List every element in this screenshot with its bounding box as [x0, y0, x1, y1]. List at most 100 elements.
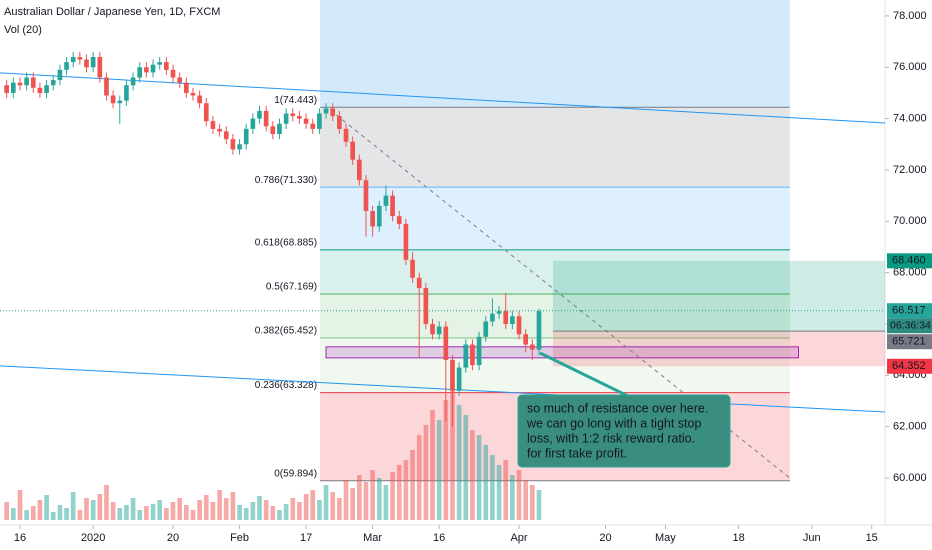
annotation: so much of resistance over here.we can g…: [517, 351, 731, 468]
candle-body: [150, 64, 156, 73]
support-zone: [325, 346, 799, 359]
volume-bar: [170, 502, 176, 520]
volume-bar: [243, 508, 249, 520]
volume-bar: [337, 498, 342, 520]
candle-body: [250, 118, 256, 129]
candle-body: [443, 326, 449, 360]
candle-body: [456, 367, 462, 391]
volume-bar: [410, 450, 415, 520]
volume-bar: [270, 506, 276, 520]
volume-bar: [30, 506, 36, 520]
countdown-tag: [887, 318, 932, 334]
volume-bar: [257, 496, 262, 520]
volume-bar: [44, 495, 49, 520]
volume-bar: [17, 490, 23, 520]
candle-body: [496, 311, 502, 314]
volume-bar: [323, 485, 329, 520]
volume-bar: [90, 500, 96, 520]
candle-body: [290, 113, 296, 117]
volume-bar: [237, 505, 242, 520]
volume-bar: [463, 415, 469, 520]
candle-body: [536, 311, 542, 350]
candle-body: [323, 108, 329, 114]
candle-body: [77, 56, 83, 60]
volume-bar: [177, 498, 182, 520]
volume-bar: [383, 485, 389, 520]
candle-body: [230, 139, 236, 150]
annotation-pointer: [539, 351, 631, 399]
candle-body: [470, 344, 475, 366]
candle-body: [376, 205, 382, 227]
volume-bar: [64, 508, 69, 520]
fib-label: 0.618(68.885): [255, 238, 317, 249]
price-tag: [887, 358, 932, 374]
volume-bar: [283, 504, 289, 520]
volume-bar: [37, 500, 43, 520]
volume-bar: [423, 425, 429, 520]
volume-bar: [516, 470, 522, 520]
price-tag: [887, 303, 932, 319]
candle-body: [476, 336, 482, 366]
x-tick-label: May: [655, 532, 676, 544]
volume-bar: [536, 490, 542, 520]
volume-bar: [317, 500, 322, 520]
candle-body: [310, 123, 316, 129]
candle-body: [203, 103, 209, 122]
y-tick-label: 62.000: [893, 421, 927, 433]
volume-bar: [303, 494, 309, 520]
candle-body: [516, 316, 522, 335]
candle-body: [436, 326, 442, 335]
volume-bar: [197, 500, 202, 520]
fib-label: 0.786(71.330): [255, 175, 317, 186]
volume-bar: [450, 390, 455, 520]
candle-body: [390, 195, 395, 217]
y-tick-label: 72.000: [893, 164, 927, 176]
candle-body: [144, 67, 149, 73]
annotation-text: for first take profit.: [527, 446, 627, 460]
candle-body: [217, 128, 222, 132]
volume-bar: [310, 490, 316, 520]
fib-zone: [320, 107, 790, 188]
fib-label: 0.5(67.169): [266, 282, 317, 293]
y-tick-label: 70.000: [893, 215, 927, 227]
volume-bar: [203, 495, 209, 520]
x-tick-label: Apr: [510, 532, 527, 544]
candle-body: [30, 77, 36, 88]
candle-body: [17, 82, 23, 86]
candle-body: [210, 121, 216, 129]
fib-zone: [320, 249, 790, 294]
fib-label: 0(59.894): [274, 468, 317, 479]
volume-bar: [277, 510, 282, 520]
fib-zone: [320, 0, 790, 108]
x-tick-label: 18: [732, 532, 744, 544]
candle-body: [297, 116, 302, 119]
candle-body: [263, 110, 269, 127]
candle-body: [270, 126, 276, 135]
volume-bar: [443, 400, 449, 520]
price-tag: [887, 334, 932, 350]
candle-body: [130, 77, 136, 86]
volume-bar: [24, 510, 29, 520]
candle-body: [337, 116, 342, 129]
volume-bar: [356, 475, 362, 520]
candle-body: [450, 359, 455, 391]
countdown-label: 06:36:34: [890, 319, 931, 331]
volume-bar: [70, 492, 76, 520]
candle-body: [510, 316, 515, 324]
candle-body: [70, 56, 76, 63]
candle-body: [197, 95, 202, 104]
x-tick-label: 17: [300, 532, 312, 544]
volume-bar: [4, 502, 9, 520]
candle-body: [37, 87, 43, 93]
volume-bar: [343, 480, 349, 520]
candle-body: [164, 62, 169, 70]
volume-bar: [190, 510, 196, 520]
volume-bar: [510, 475, 515, 520]
x-tick-label: Feb: [230, 532, 249, 544]
volume-bar: [490, 455, 495, 520]
volume-bar: [456, 405, 462, 520]
candle-body: [343, 128, 349, 142]
annotation-text: so much of resistance over here.: [527, 401, 708, 415]
candle-body: [57, 69, 63, 81]
candle-body: [44, 85, 49, 93]
